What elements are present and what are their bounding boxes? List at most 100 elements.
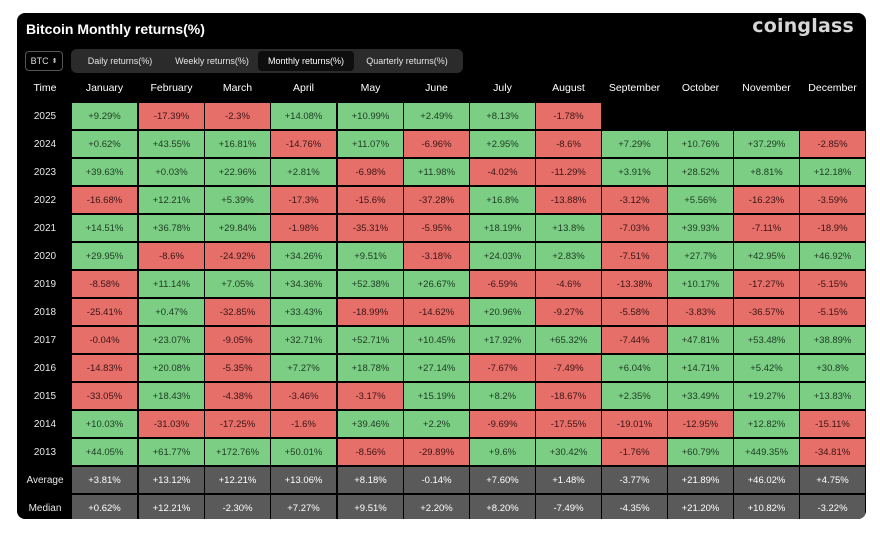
return-cell[interactable]: -8.6% (139, 243, 204, 269)
return-cell[interactable]: +39.46% (338, 411, 403, 437)
return-cell[interactable]: -18.9% (800, 215, 865, 241)
return-cell[interactable]: +10.45% (404, 327, 469, 353)
return-cell[interactable]: -14.62% (404, 299, 469, 325)
return-cell[interactable]: -7.44% (602, 327, 667, 353)
return-cell[interactable]: +0.03% (139, 159, 204, 185)
return-cell[interactable]: +32.71% (271, 327, 336, 353)
return-cell[interactable]: +14.08% (271, 103, 336, 129)
return-cell[interactable]: +47.81% (668, 327, 733, 353)
return-cell[interactable]: +0.62% (72, 131, 137, 157)
return-cell[interactable]: +14.51% (72, 215, 137, 241)
return-cell[interactable]: +8.13% (470, 103, 535, 129)
return-cell[interactable]: -18.67% (536, 383, 601, 409)
return-cell[interactable]: -25.41% (72, 299, 137, 325)
return-cell[interactable]: +5.56% (668, 187, 733, 213)
return-cell[interactable]: +52.71% (338, 327, 403, 353)
return-cell[interactable]: -2.85% (800, 131, 865, 157)
tab-monthly-returns[interactable]: Monthly returns(%) (258, 51, 354, 71)
return-cell[interactable]: -7.49% (536, 355, 601, 381)
return-cell[interactable]: -0.04% (72, 327, 137, 353)
return-cell[interactable]: -16.23% (734, 187, 799, 213)
return-cell[interactable]: -9.27% (536, 299, 601, 325)
return-cell[interactable]: +43.55% (139, 131, 204, 157)
return-cell[interactable]: +172.76% (205, 439, 270, 465)
return-cell[interactable]: +39.93% (668, 215, 733, 241)
return-cell[interactable]: +11.14% (139, 271, 204, 297)
return-cell[interactable]: +5.39% (205, 187, 270, 213)
return-cell[interactable]: +12.82% (734, 411, 799, 437)
return-cell[interactable]: +42.95% (734, 243, 799, 269)
return-cell[interactable]: -19.01% (602, 411, 667, 437)
return-cell[interactable]: -35.31% (338, 215, 403, 241)
return-cell[interactable]: -32.85% (205, 299, 270, 325)
return-cell[interactable]: -8.56% (338, 439, 403, 465)
return-cell[interactable]: +30.42% (536, 439, 601, 465)
tab-weekly-returns[interactable]: Weekly returns(%) (175, 56, 249, 66)
return-cell[interactable]: -6.59% (470, 271, 535, 297)
return-cell[interactable]: -5.15% (800, 299, 865, 325)
return-cell[interactable]: -17.39% (139, 103, 204, 129)
return-cell[interactable]: -18.99% (338, 299, 403, 325)
return-cell[interactable]: +7.27% (271, 355, 336, 381)
return-cell[interactable]: +50.01% (271, 439, 336, 465)
return-cell[interactable]: +449.35% (734, 439, 799, 465)
return-cell[interactable]: +38.89% (800, 327, 865, 353)
return-cell[interactable]: +9.6% (470, 439, 535, 465)
return-cell[interactable]: +52.38% (338, 271, 403, 297)
return-cell[interactable]: +16.8% (470, 187, 535, 213)
return-cell[interactable]: -33.05% (72, 383, 137, 409)
return-cell[interactable]: -29.89% (404, 439, 469, 465)
return-cell[interactable]: +33.49% (668, 383, 733, 409)
return-cell[interactable]: +8.81% (734, 159, 799, 185)
return-cell[interactable]: -1.98% (271, 215, 336, 241)
return-cell[interactable]: -5.58% (602, 299, 667, 325)
return-cell[interactable]: -4.02% (470, 159, 535, 185)
return-cell[interactable]: -14.76% (271, 131, 336, 157)
return-cell[interactable]: +10.03% (72, 411, 137, 437)
return-cell[interactable]: +46.92% (800, 243, 865, 269)
return-cell[interactable]: +2.83% (536, 243, 601, 269)
return-cell[interactable]: +2.2% (404, 411, 469, 437)
return-cell[interactable]: -8.6% (536, 131, 601, 157)
return-cell[interactable]: -8.58% (72, 271, 137, 297)
return-cell[interactable]: +15.19% (404, 383, 469, 409)
return-cell[interactable]: -3.83% (668, 299, 733, 325)
return-cell[interactable]: +5.42% (734, 355, 799, 381)
return-cell[interactable]: +34.26% (271, 243, 336, 269)
return-cell[interactable]: +9.29% (72, 103, 137, 129)
return-cell[interactable]: +19.27% (734, 383, 799, 409)
return-cell[interactable]: -7.11% (734, 215, 799, 241)
return-cell[interactable]: -31.03% (139, 411, 204, 437)
return-cell[interactable]: -9.69% (470, 411, 535, 437)
return-cell[interactable]: +2.95% (470, 131, 535, 157)
return-cell[interactable]: -34.81% (800, 439, 865, 465)
return-cell[interactable]: -6.96% (404, 131, 469, 157)
return-cell[interactable]: -5.35% (205, 355, 270, 381)
return-cell[interactable]: -1.78% (536, 103, 601, 129)
return-cell[interactable]: +9.51% (338, 243, 403, 269)
return-cell[interactable]: +44.05% (72, 439, 137, 465)
return-cell[interactable]: +60.79% (668, 439, 733, 465)
return-cell[interactable]: -12.95% (668, 411, 733, 437)
return-cell[interactable]: -5.15% (800, 271, 865, 297)
return-cell[interactable]: -7.67% (470, 355, 535, 381)
return-cell[interactable]: +24.03% (470, 243, 535, 269)
return-cell[interactable]: +65.32% (536, 327, 601, 353)
return-cell[interactable]: -4.38% (205, 383, 270, 409)
return-cell[interactable]: -15.6% (338, 187, 403, 213)
return-cell[interactable]: +23.07% (139, 327, 204, 353)
return-cell[interactable]: -3.17% (338, 383, 403, 409)
return-cell[interactable]: +3.91% (602, 159, 667, 185)
tab-quarterly-returns[interactable]: Quarterly returns(%) (366, 56, 448, 66)
return-cell[interactable]: +28.52% (668, 159, 733, 185)
return-cell[interactable]: -7.03% (602, 215, 667, 241)
return-cell[interactable]: +13.8% (536, 215, 601, 241)
return-cell[interactable]: +37.29% (734, 131, 799, 157)
brand-logo[interactable]: coinglass (752, 15, 854, 37)
return-cell[interactable]: +20.96% (470, 299, 535, 325)
coin-select[interactable]: BTC ⬍ (25, 51, 63, 71)
return-cell[interactable]: +13.83% (800, 383, 865, 409)
return-cell[interactable]: -5.95% (404, 215, 469, 241)
return-cell[interactable]: -17.55% (536, 411, 601, 437)
return-cell[interactable]: +18.19% (470, 215, 535, 241)
